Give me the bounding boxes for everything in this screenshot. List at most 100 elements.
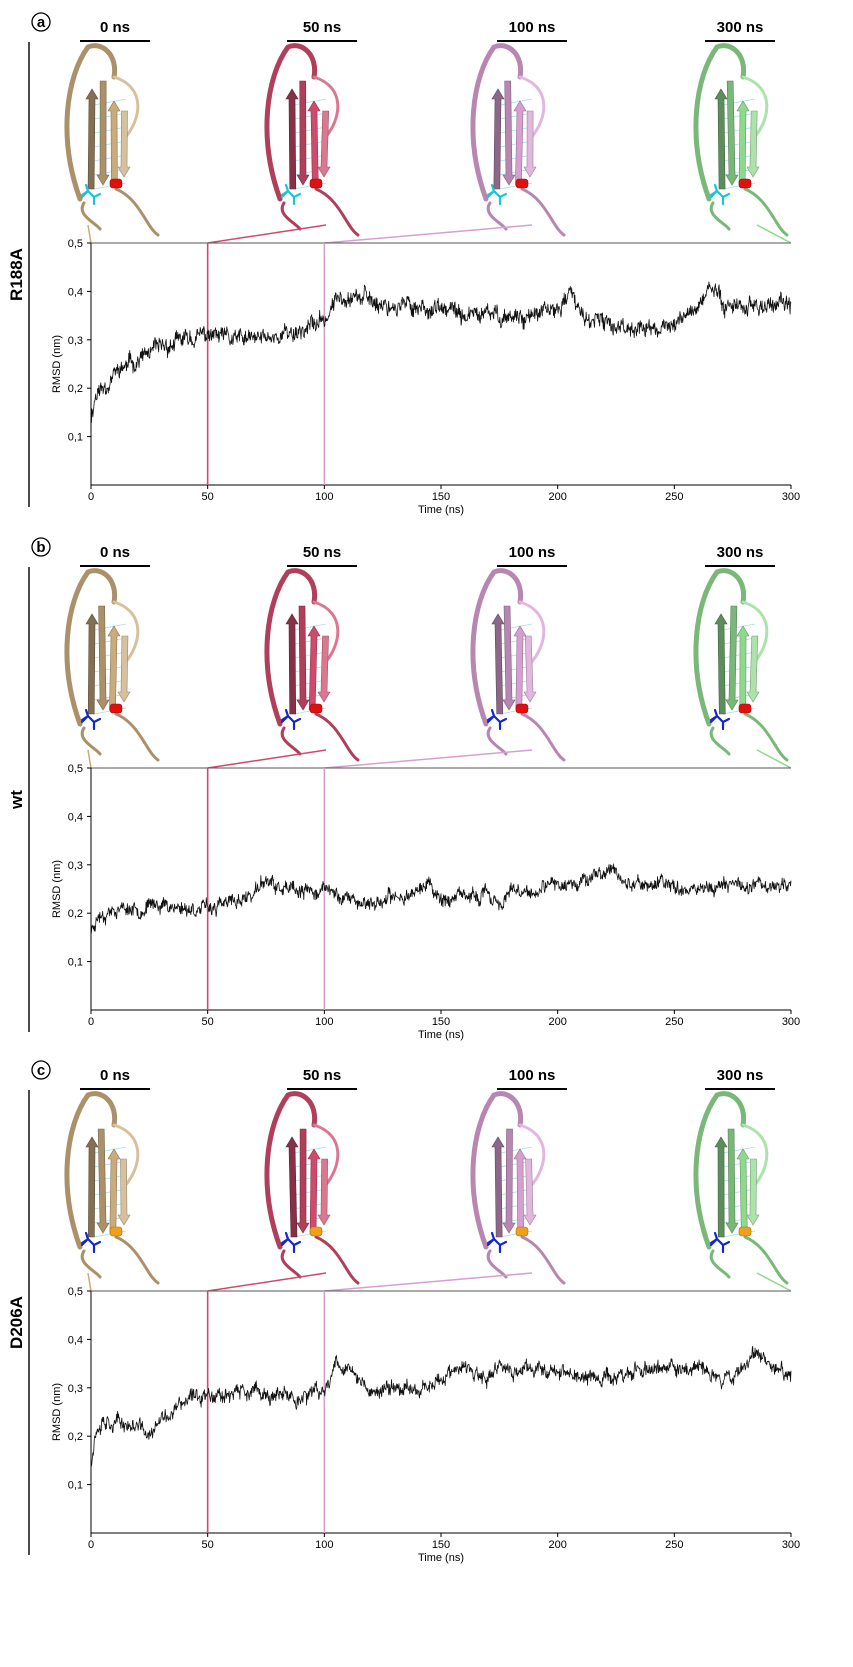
tail-ribbon bbox=[743, 1235, 789, 1285]
snapshot-label: 100 ns bbox=[509, 1067, 556, 1084]
loop-ribbon bbox=[264, 43, 318, 202]
snapshot-connector bbox=[324, 224, 533, 244]
residue-mark bbox=[515, 703, 529, 714]
beta-strand bbox=[85, 1136, 99, 1238]
snapshot-label: 100 ns bbox=[509, 19, 556, 36]
loop-ribbon bbox=[112, 1123, 140, 1189]
tail-ribbon bbox=[743, 712, 789, 762]
beta-strand bbox=[107, 100, 121, 186]
beta-strand bbox=[96, 605, 110, 711]
x-tick-label: 0 bbox=[88, 491, 94, 503]
beta-strand bbox=[307, 100, 321, 186]
snapshot-connector bbox=[756, 749, 792, 769]
snapshot-label: 50 ns bbox=[303, 19, 341, 36]
protein-snapshot-2 bbox=[470, 1091, 566, 1285]
x-tick-label: 150 bbox=[432, 491, 450, 503]
protein-snapshot-0 bbox=[64, 43, 160, 237]
x-tick-label: 100 bbox=[315, 1539, 333, 1551]
tail-ribbon bbox=[80, 726, 102, 756]
variant-label: D206A bbox=[7, 1296, 26, 1349]
beta-strand bbox=[746, 110, 760, 178]
x-tick-label: 300 bbox=[782, 491, 800, 503]
snapshot-connector bbox=[324, 1272, 533, 1292]
residue-sidechain bbox=[280, 1231, 302, 1254]
hbond-line bbox=[722, 651, 756, 659]
y-axis-label: RMSD (nm) bbox=[51, 335, 63, 393]
residue-sidechain bbox=[709, 708, 731, 731]
residue-mark bbox=[309, 703, 323, 714]
tail-ribbon bbox=[709, 726, 731, 756]
beta-strand bbox=[96, 1128, 110, 1234]
residue-mark bbox=[515, 1226, 529, 1237]
hbond-line bbox=[293, 623, 327, 631]
snapshot-connector bbox=[207, 224, 327, 244]
beta-strand bbox=[523, 1158, 537, 1226]
loop-ribbon bbox=[470, 568, 524, 727]
x-tick-label: 150 bbox=[432, 1539, 450, 1551]
beta-strand bbox=[714, 613, 728, 715]
hbond-line bbox=[293, 154, 327, 162]
hbond-line bbox=[722, 1202, 756, 1210]
tail-ribbon bbox=[486, 726, 508, 756]
hbond-line bbox=[722, 154, 756, 162]
loop-ribbon bbox=[741, 1123, 769, 1189]
snapshot-label: 50 ns bbox=[303, 544, 341, 561]
x-axis-label: Time (ns) bbox=[418, 1029, 464, 1041]
hbond-line bbox=[722, 1188, 756, 1196]
tail-ribbon bbox=[80, 201, 102, 231]
beta-strand bbox=[307, 1148, 321, 1234]
residue-sidechain bbox=[709, 1231, 731, 1254]
y-tick-label: 0,4 bbox=[68, 286, 83, 298]
x-tick-label: 300 bbox=[782, 1539, 800, 1551]
y-tick-label: 0,1 bbox=[68, 957, 83, 969]
hbond-line bbox=[93, 126, 127, 134]
hbond-line bbox=[293, 98, 327, 106]
tail-ribbon bbox=[80, 1249, 102, 1279]
protein-snapshot-1 bbox=[264, 43, 360, 237]
beta-strand bbox=[513, 100, 527, 186]
loop-ribbon bbox=[470, 43, 524, 202]
loop-ribbon bbox=[470, 1091, 524, 1250]
snapshot-connector bbox=[756, 1272, 792, 1292]
residue-sidechain bbox=[709, 183, 731, 206]
loop-ribbon bbox=[693, 568, 747, 727]
x-tick-label: 50 bbox=[202, 1016, 214, 1028]
residue-sidechain bbox=[280, 708, 302, 731]
x-tick-label: 250 bbox=[665, 491, 683, 503]
snapshot-connector bbox=[756, 224, 792, 244]
rmsd-trace bbox=[90, 281, 792, 424]
y-tick-label: 0,5 bbox=[68, 238, 83, 250]
tail-ribbon bbox=[520, 712, 566, 762]
snapshot-connector bbox=[87, 749, 92, 769]
y-tick-label: 0,5 bbox=[68, 763, 83, 775]
residue-sidechain bbox=[80, 183, 102, 206]
beta-strand bbox=[85, 613, 99, 715]
x-tick-label: 250 bbox=[665, 1016, 683, 1028]
tail-ribbon bbox=[486, 201, 508, 231]
x-tick-label: 200 bbox=[548, 491, 566, 503]
beta-strand bbox=[513, 1148, 527, 1234]
loop-ribbon bbox=[693, 1091, 747, 1250]
tail-ribbon bbox=[520, 1235, 566, 1285]
residue-mark bbox=[109, 178, 123, 189]
beta-strand bbox=[502, 80, 516, 186]
hbond-line bbox=[293, 1202, 327, 1210]
beta-strand bbox=[491, 1136, 505, 1238]
residue-sidechain bbox=[486, 708, 508, 731]
snapshot-connector bbox=[324, 749, 533, 769]
x-tick-label: 0 bbox=[88, 1539, 94, 1551]
rmsd-trace bbox=[90, 863, 792, 936]
tail-ribbon bbox=[114, 712, 160, 762]
x-tick-label: 150 bbox=[432, 1016, 450, 1028]
protein-snapshot-3 bbox=[693, 43, 789, 237]
beta-strand bbox=[96, 80, 110, 186]
beta-strand bbox=[736, 100, 750, 186]
x-tick-label: 100 bbox=[315, 491, 333, 503]
beta-strand bbox=[285, 1136, 299, 1238]
panel-letter-circle bbox=[31, 537, 51, 557]
beta-strand bbox=[285, 88, 299, 190]
beta-strand bbox=[296, 1128, 310, 1234]
hbond-line bbox=[93, 637, 127, 645]
tail-ribbon bbox=[280, 201, 302, 231]
